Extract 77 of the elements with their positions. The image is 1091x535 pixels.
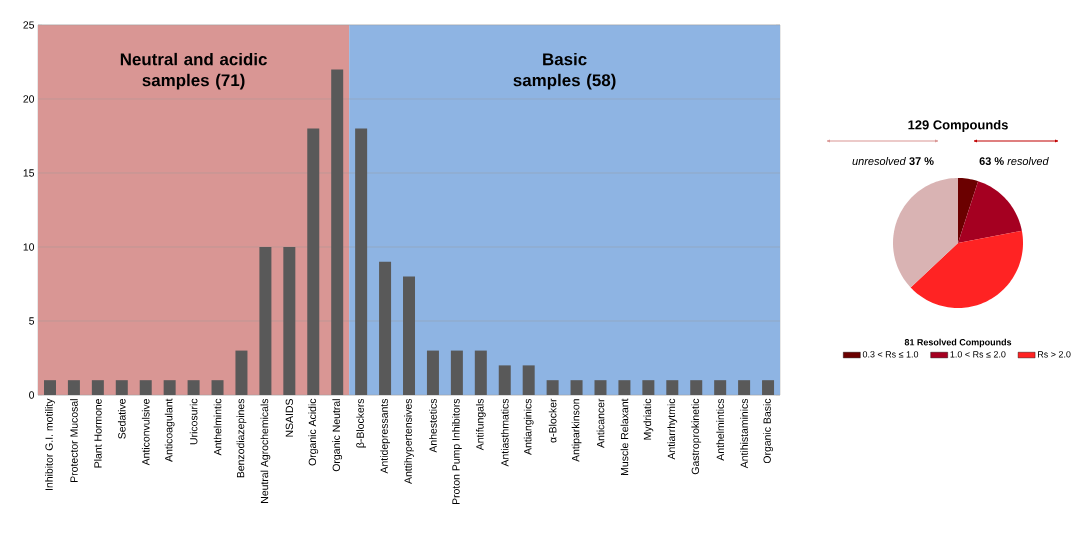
y-tick-label: 10 <box>23 243 35 251</box>
x-tick-label: β-Blockers <box>356 398 367 448</box>
x-tick-label: Anticoagulant <box>164 398 175 462</box>
band-label: Basic samples (58) <box>513 52 616 90</box>
x-tick-label: Anticonvulsive <box>141 398 150 466</box>
bar <box>618 380 631 395</box>
x-tick-label: Anthelmintic <box>213 398 222 456</box>
legend-title: 81 Resolved Compounds <box>904 338 1012 348</box>
band-label: Neutral and acidic samples (71) <box>120 52 267 90</box>
x-tick-label: Uricosuric <box>189 398 198 445</box>
x-tick-label: Anhestetics <box>429 398 437 453</box>
x-tick-label: Muscle Relaxant <box>620 398 629 475</box>
bar <box>307 128 320 395</box>
bar <box>546 380 559 395</box>
bar <box>450 350 463 395</box>
x-tick-label: Anttihypertensives <box>404 398 414 484</box>
text: unresolved 37 % <box>852 156 934 166</box>
x-tick-label: Neutral Agrochemicals <box>260 398 271 503</box>
bar <box>187 380 200 395</box>
bar <box>91 380 104 395</box>
x-tick-label: Benzodiazepines <box>236 398 247 478</box>
bar <box>211 380 224 395</box>
bar <box>642 380 655 395</box>
bar <box>666 380 679 395</box>
bar <box>570 380 583 395</box>
bar <box>403 276 416 395</box>
x-tick-label: Antidepressants <box>380 398 390 474</box>
x-tick-label: Organic Neutral <box>332 399 343 472</box>
x-tick-label: Plant Hormone <box>94 399 102 468</box>
y-tick-label: 15 <box>23 169 35 177</box>
bar <box>163 380 176 395</box>
x-tick-label: Antiparkinson <box>571 399 582 462</box>
bar <box>235 350 248 395</box>
legend-label: Rs > 2.0 <box>1038 351 1071 358</box>
bar <box>379 261 392 395</box>
bar <box>139 380 152 395</box>
x-tick-label: Antiarrhytmic <box>667 398 678 460</box>
bar <box>474 350 487 395</box>
x-tick-label: NSAIDS <box>285 398 294 437</box>
x-tick-label: Gastroprokinetic <box>691 398 702 475</box>
y-tick-label: 20 <box>23 95 35 103</box>
x-tick-label: Anticancer <box>596 398 605 448</box>
x-tick-label: Anthelmintics <box>716 398 725 461</box>
bar <box>426 350 439 395</box>
bar <box>115 380 128 395</box>
x-tick-label: Antifungals <box>475 398 486 451</box>
bar <box>43 380 56 395</box>
bar <box>522 365 535 395</box>
x-tick-label: α-Blocker <box>548 398 557 443</box>
x-tick-label: Proton Pump Inhibitors <box>452 398 462 505</box>
bar <box>259 246 272 395</box>
x-tick-label: Organic Acidic <box>308 398 319 466</box>
x-tick-label: Antiasthmatics <box>500 398 509 467</box>
bar <box>594 380 607 395</box>
x-tick-label: Antihistaminics <box>740 398 748 469</box>
chart-title: 129 Compounds <box>908 119 1008 133</box>
text: 63 % resolved <box>979 156 1049 166</box>
bar <box>498 365 511 395</box>
y-tick-label: 25 <box>23 21 35 29</box>
bar <box>331 69 344 395</box>
bar <box>283 246 296 395</box>
bar <box>67 380 80 395</box>
legend-label: 1.0 < Rs ≤ 2.0 <box>950 351 1006 358</box>
bar <box>762 380 775 395</box>
x-tick-label: Antianginics <box>523 398 534 455</box>
y-tick-label: 5 <box>29 317 35 325</box>
x-tick-label: Sedative <box>117 398 126 439</box>
x-tick-label: Protector Mucosal <box>70 399 78 482</box>
x-tick-label: Mydriatic <box>643 398 654 440</box>
y-tick-label: 0 <box>29 391 35 399</box>
bar <box>714 380 727 395</box>
bar <box>355 128 368 395</box>
legend-label: 0.3 < Rs ≤ 1.0 <box>862 351 919 358</box>
bar <box>690 380 703 395</box>
x-tick-label: Organic Basic <box>763 398 773 464</box>
bar <box>738 380 751 395</box>
x-tick-label: Inhibitor G.I. motility <box>45 398 55 490</box>
